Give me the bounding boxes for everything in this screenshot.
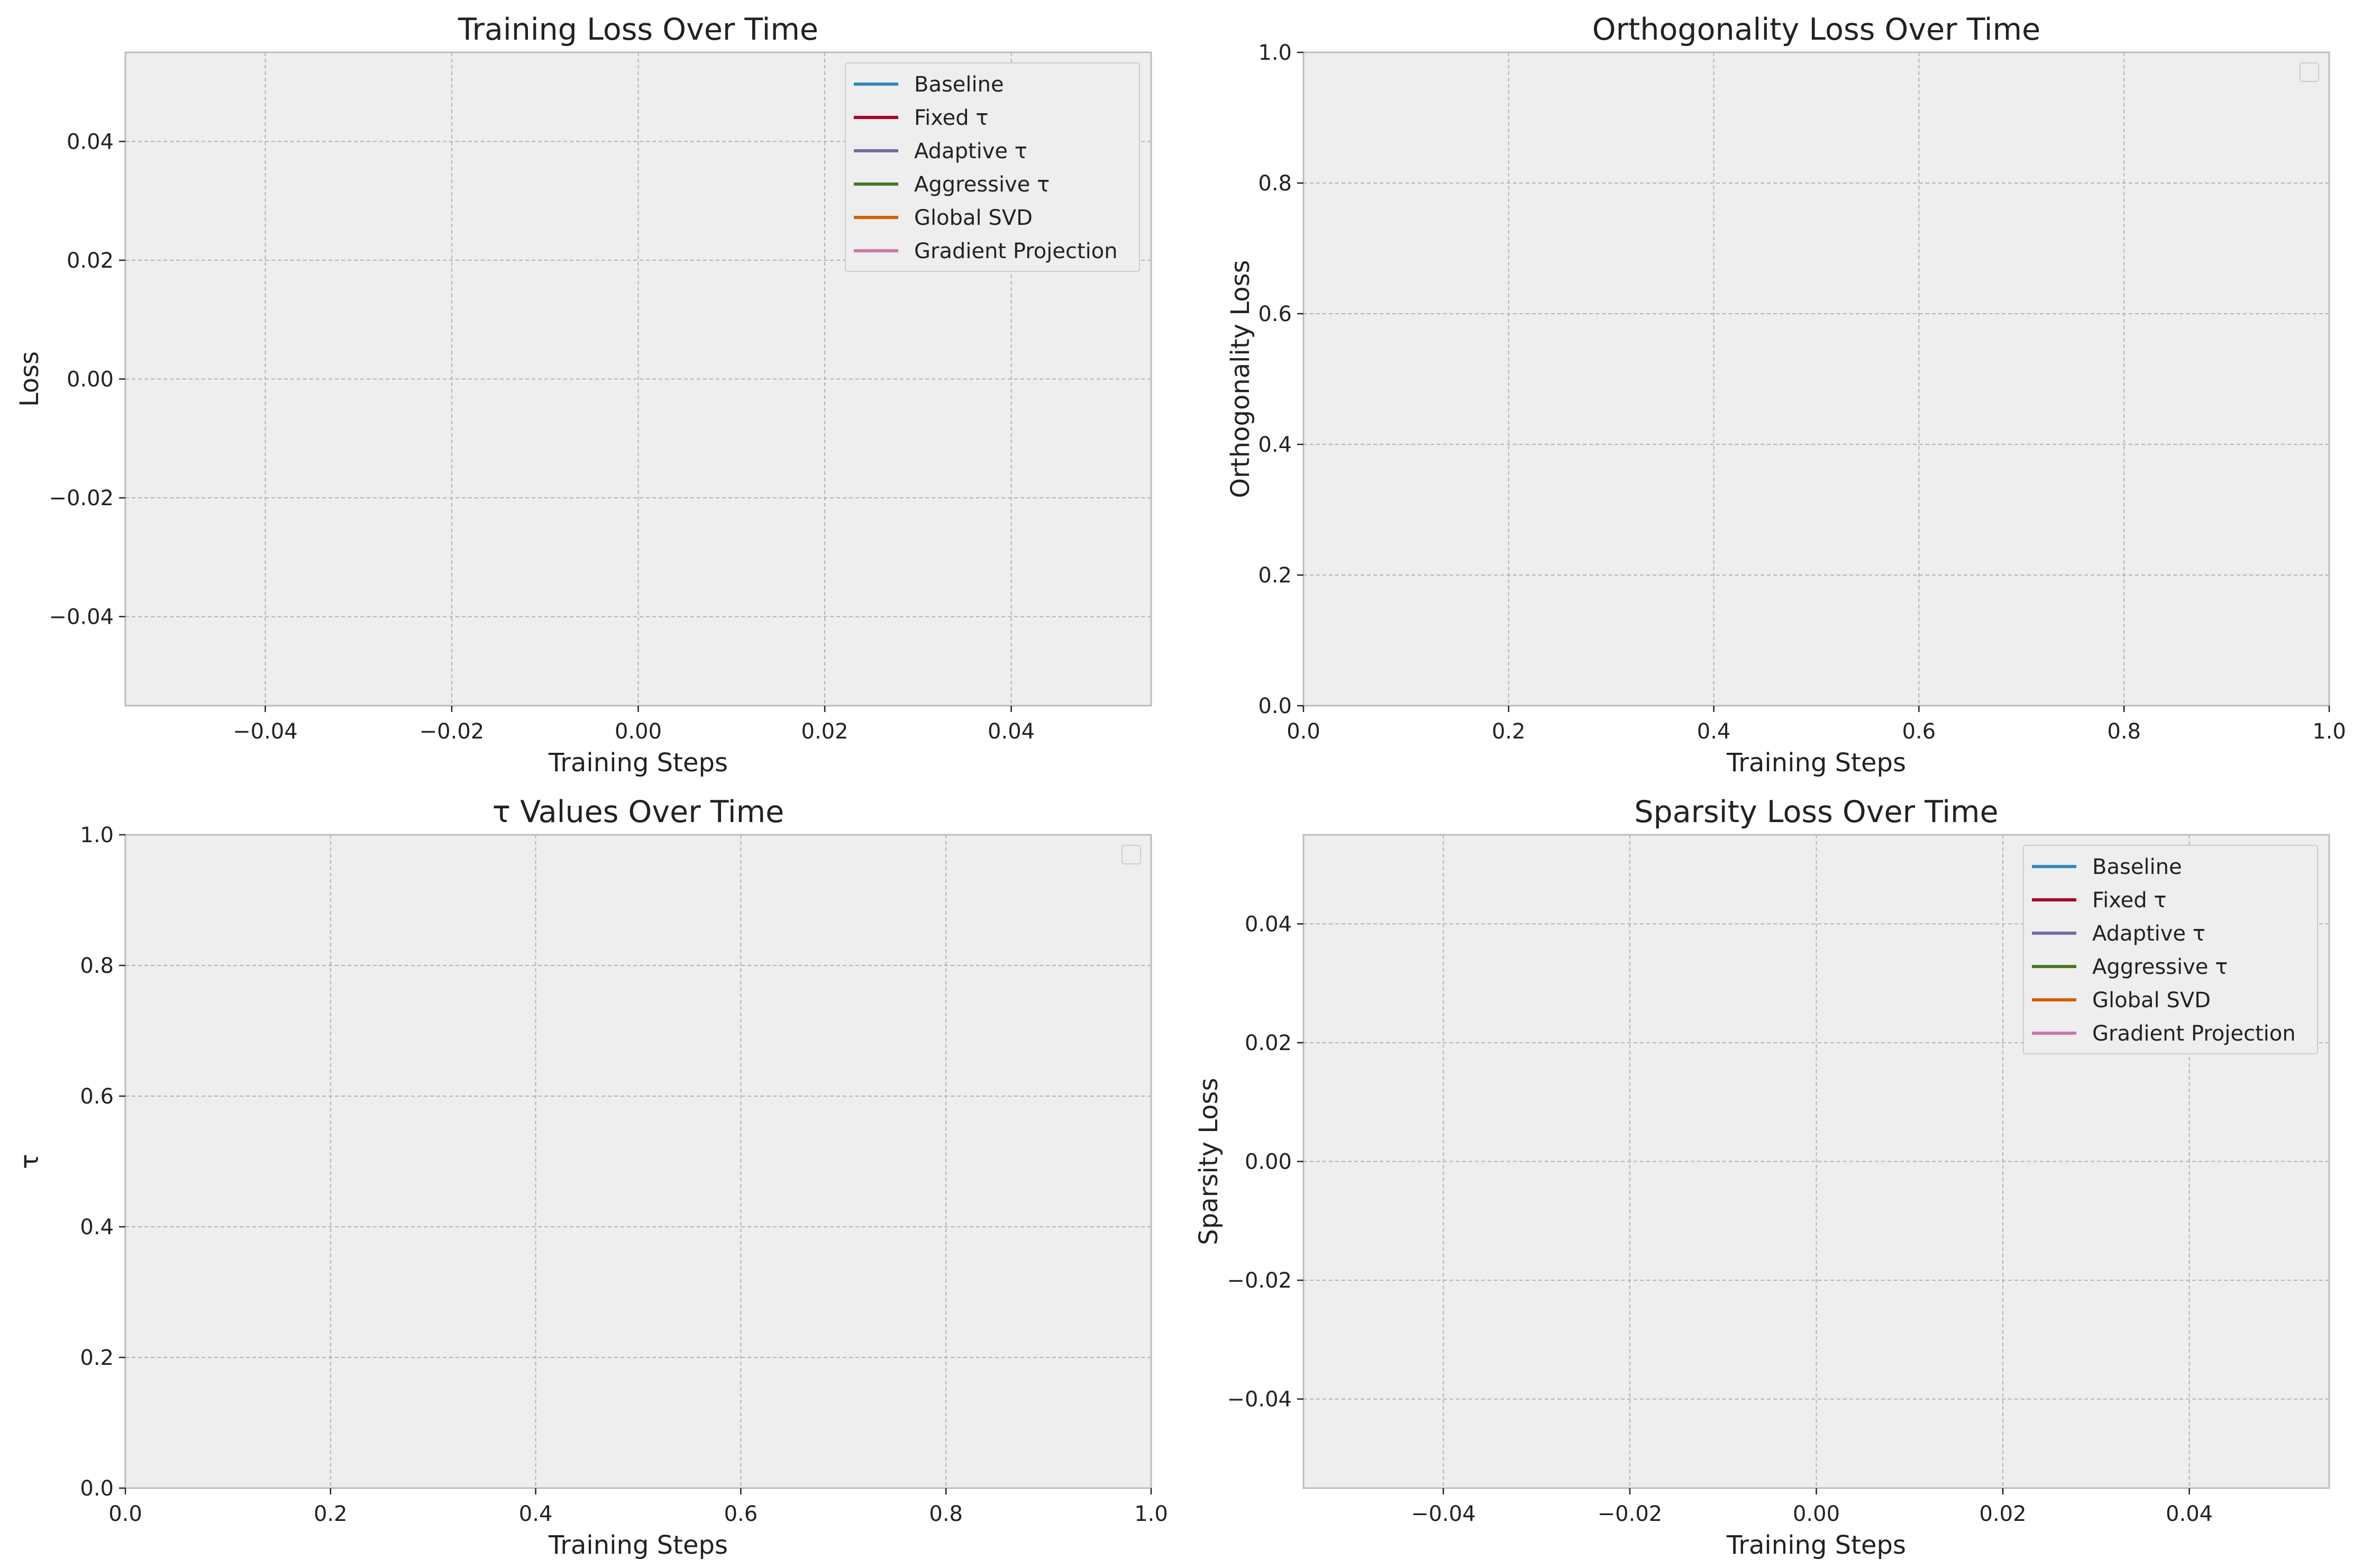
chart-title: Orthogonality Loss Over Time (1592, 12, 2041, 47)
y-tick-label: 0.6 (80, 1084, 114, 1109)
y-tick-label: 0.2 (1258, 563, 1292, 588)
x-tick-label: 0.2 (314, 1502, 348, 1526)
chart-title: Training Loss Over Time (458, 12, 818, 47)
y-tick-label: 0.6 (1258, 302, 1292, 326)
y-tick-label: 0.00 (1245, 1150, 1292, 1174)
chart-title: τ Values Over Time (493, 795, 785, 829)
legend-entry: Gradient Projection (2092, 1022, 2296, 1046)
legend-entry: Adaptive τ (914, 139, 1027, 163)
y-tick-label: 0.02 (1245, 1031, 1292, 1055)
y-tick-label: 0.04 (67, 130, 114, 154)
legend-box (845, 62, 1140, 272)
legend: Baseline Fixed τ Adaptive τ Aggressive τ Glo… (2023, 845, 2318, 1054)
x-tick-label: 0.02 (1980, 1502, 2027, 1526)
y-tick-label: 0.4 (80, 1215, 114, 1239)
y-tick-label: −0.04 (1227, 1388, 1292, 1412)
x-axis-label: Training Steps (548, 1530, 728, 1560)
y-axis-label: τ (15, 1154, 44, 1169)
x-tick-label: 0.4 (519, 1502, 553, 1526)
y-tick-label: 0.8 (80, 954, 114, 978)
y-tick-label: 1.0 (1258, 41, 1292, 65)
x-tick-label: −0.02 (419, 719, 485, 744)
legend-entry: Gradient Projection (914, 239, 1118, 263)
legend-box-empty (1121, 845, 1141, 864)
x-tick-label: 0.04 (988, 719, 1035, 744)
x-tick-label: 0.04 (2166, 1502, 2213, 1526)
y-tick-label: 0.8 (1258, 171, 1292, 196)
subplot-4: −0.04 −0.02 0.00 0.02 0.04 −0.04 −0.02 0.00 0.02… (1194, 795, 2330, 1560)
y-axis-label: Loss (15, 351, 44, 407)
legend-entry: Adaptive τ (2092, 922, 2205, 946)
x-tick-label: 1.0 (2312, 719, 2346, 744)
y-tick-label: 0.0 (80, 1476, 114, 1501)
legend: Baseline Fixed τ Adaptive τ Aggressive τ Glo… (845, 62, 1140, 272)
x-axis-label: Training Steps (1726, 748, 1906, 778)
x-tick-label: 0.0 (108, 1502, 142, 1526)
y-axis-label: Sparsity Loss (1194, 1078, 1224, 1245)
x-tick-label: 0.0 (1287, 719, 1320, 744)
chart-title: Sparsity Loss Over Time (1634, 795, 1998, 829)
x-tick-label: −0.04 (1411, 1502, 1476, 1526)
plot-area (1303, 52, 2329, 706)
y-tick-label: 0.2 (80, 1346, 114, 1370)
legend-entry: Fixed τ (914, 106, 988, 130)
x-axis-label: Training Steps (1726, 1530, 1906, 1560)
x-tick-label: −0.02 (1598, 1502, 1663, 1526)
legend-box-empty (2300, 62, 2319, 82)
x-tick-label: 0.4 (1697, 719, 1731, 744)
y-tick-label: −0.02 (1227, 1269, 1292, 1293)
y-tick-label: 0.02 (67, 249, 114, 273)
y-tick-label: 1.0 (80, 823, 114, 847)
y-tick-label: −0.04 (49, 605, 114, 630)
y-axis-label: Orthogonality Loss (1226, 260, 1255, 498)
y-tick-label: 0.0 (1258, 694, 1292, 718)
legend-entry: Baseline (914, 72, 1004, 97)
y-tick-label: 0.04 (1245, 912, 1292, 936)
x-tick-label: 0.02 (801, 719, 849, 744)
x-tick-label: 1.0 (1134, 1502, 1168, 1526)
subplot-2: 0.0 0.2 0.4 0.6 0.8 1.0 0.0 0.2 0.4 0.6 0.8 1.0 Orth… (1226, 12, 2346, 778)
y-tick-label: 0.4 (1258, 433, 1292, 457)
legend-box (2023, 845, 2318, 1054)
x-tick-label: 0.6 (724, 1502, 758, 1526)
subplot-3: 0.0 0.2 0.4 0.6 0.8 1.0 0.0 0.2 0.4 0.6 0.8 1.0 τ Va… (15, 795, 1168, 1560)
y-tick-label: 0.00 (67, 368, 114, 392)
x-tick-label: 0.8 (2107, 719, 2141, 744)
legend-entry: Baseline (2092, 855, 2182, 879)
legend-entry: Aggressive τ (914, 172, 1050, 197)
x-tick-label: −0.04 (233, 719, 298, 744)
legend-entry: Global SVD (2092, 988, 2211, 1013)
legend-entry: Fixed τ (2092, 888, 2166, 913)
x-tick-label: 0.00 (1793, 1502, 1840, 1526)
x-tick-label: 0.6 (1902, 719, 1936, 744)
x-tick-label: 0.8 (929, 1502, 963, 1526)
plot-area (125, 835, 1151, 1488)
y-tick-label: −0.02 (49, 486, 114, 510)
x-tick-label: 0.2 (1492, 719, 1526, 744)
x-axis-label: Training Steps (548, 748, 728, 778)
plot-frame (124, 834, 1152, 1489)
legend-entry: Global SVD (914, 206, 1033, 230)
subplot-1: −0.04 −0.02 0.00 0.02 0.04 −0.04 −0.02 0.00 0.02… (15, 12, 1152, 778)
legend-entry: Aggressive τ (2092, 955, 2228, 979)
plot-frame (1302, 51, 2330, 707)
x-tick-label: 0.00 (615, 719, 662, 744)
